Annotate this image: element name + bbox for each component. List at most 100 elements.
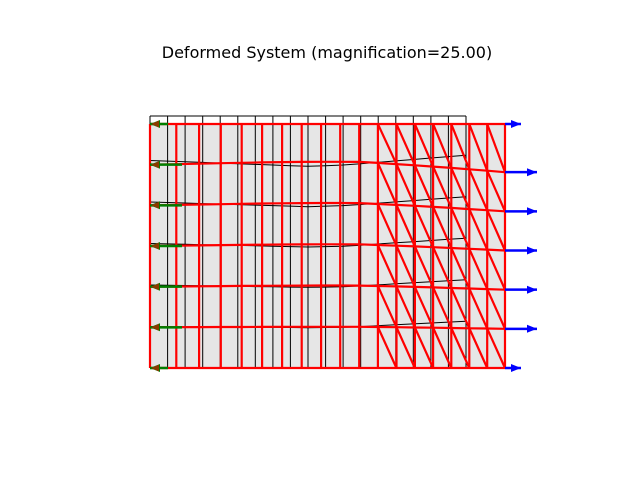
mesh-element-fill [241, 162, 263, 204]
deformed-mesh-line [486, 288, 507, 330]
reaction-arrow-tip [151, 161, 159, 169]
deformed-mesh-line [450, 207, 471, 250]
mesh-element-fill [282, 203, 302, 245]
deformed-mesh-line [468, 288, 489, 329]
reaction-arrow-tip [151, 242, 159, 250]
load-arrow [511, 120, 521, 128]
reaction-arrow-tip [151, 364, 159, 372]
plot-area [148, 115, 537, 372]
mesh-element-fill [176, 204, 200, 246]
mesh-element-fill [301, 161, 322, 204]
plot-title: Deformed System (magnification=25.00) [162, 43, 492, 62]
mesh-element-fill [321, 326, 341, 368]
deformed-mesh-line [468, 327, 489, 369]
mesh-element-fill [301, 244, 322, 286]
mesh-element-fill [321, 124, 341, 162]
deformed-mesh-line [450, 247, 471, 289]
mesh-element-fill [359, 203, 378, 245]
deformed-mesh-line [468, 123, 489, 172]
mesh-element-fill [282, 326, 302, 368]
deformed-mesh-line [413, 327, 435, 369]
mesh-element-fill [199, 163, 221, 205]
mesh-element-fill [340, 161, 360, 204]
mesh-element-fill [220, 244, 242, 287]
mesh-element-fill [176, 327, 200, 368]
mesh-element-fill [282, 244, 302, 286]
mesh-element-fill [359, 326, 378, 368]
deformed-mesh-line [450, 123, 471, 170]
mesh-element-fill [359, 285, 378, 327]
deformed-mesh-line [376, 162, 398, 206]
mesh-element-fill [301, 203, 322, 245]
deformed-mesh-line [468, 248, 489, 290]
mesh-element-fill [150, 124, 177, 165]
deformed-mesh-line [486, 328, 507, 369]
deformed-mesh-line [432, 327, 453, 369]
mesh-element-fill [150, 245, 177, 287]
reaction-arrow-tip [151, 323, 159, 331]
mesh-element-fill [359, 244, 378, 286]
load-arrow [527, 285, 537, 294]
load-arrow [527, 168, 537, 177]
mesh-element-fill [321, 244, 341, 286]
mesh-element-fill [282, 161, 302, 204]
deformed-mesh-line [395, 326, 416, 369]
mesh-element-fill [241, 285, 263, 327]
mesh-element-fill [176, 245, 200, 287]
deformed-mesh-line [468, 168, 489, 211]
mesh-element-fill [340, 244, 360, 286]
mesh-element-fill [301, 326, 322, 368]
mesh-element-fill [150, 286, 177, 328]
deformed-mesh-line [432, 286, 453, 329]
mesh-element-fill [359, 161, 378, 204]
deformed-mesh-line [486, 249, 507, 291]
load-arrow [527, 246, 537, 255]
reaction-arrow-tip [151, 120, 159, 128]
mesh-element-fill [176, 286, 200, 328]
deformed-mesh-line [413, 123, 435, 168]
deformed-mesh-line [413, 286, 435, 329]
mesh-element-fill [220, 162, 242, 205]
mesh-element-fill [340, 285, 360, 327]
mesh-element-fill [176, 163, 200, 205]
deformed-mesh-line [413, 205, 435, 248]
deformed-mesh-line [376, 244, 398, 287]
mesh-element-fill [220, 327, 242, 368]
mesh-element-fill [150, 204, 177, 246]
force-arrows [150, 120, 537, 372]
deformed-mesh-line [432, 123, 453, 169]
reaction-arrow-tip [151, 283, 159, 291]
deformed-mesh-line [395, 204, 416, 247]
load-arrow [527, 207, 537, 216]
deformed-mesh-line [413, 164, 435, 208]
mesh-element-fill [199, 245, 221, 287]
mesh-element-fill [262, 203, 283, 245]
mesh-element-fill [262, 124, 283, 163]
mesh-element-fill [262, 244, 283, 286]
mesh-element-fill [262, 162, 283, 204]
deformed-mesh-line [486, 170, 507, 212]
mesh-element-fill [340, 326, 360, 368]
deformed-mesh-line [450, 327, 471, 369]
deformed-mesh-line [432, 206, 453, 249]
mesh-element-fill [301, 124, 322, 162]
mesh-element-fill [321, 285, 341, 327]
mesh-element-fill [199, 124, 221, 164]
deformed-mesh-line [468, 208, 489, 251]
deformed-mesh-line [395, 163, 416, 207]
deformed-mesh-line [486, 123, 507, 173]
mesh-element-fill [241, 203, 263, 245]
mesh-element-fill [199, 286, 221, 328]
mesh-element-fill [199, 204, 221, 246]
mesh-element-fill [282, 285, 302, 327]
mesh-element-fill [241, 326, 263, 368]
mesh-element-fill [176, 124, 200, 165]
deformed-mesh-line [486, 209, 507, 251]
mesh-element-fill [220, 203, 242, 246]
deformed-mesh-line [432, 166, 453, 209]
mesh-element-fill [150, 327, 177, 368]
mesh-element-fill [262, 285, 283, 327]
mesh-element-fill [199, 327, 221, 368]
mesh-element-fill [359, 124, 378, 163]
